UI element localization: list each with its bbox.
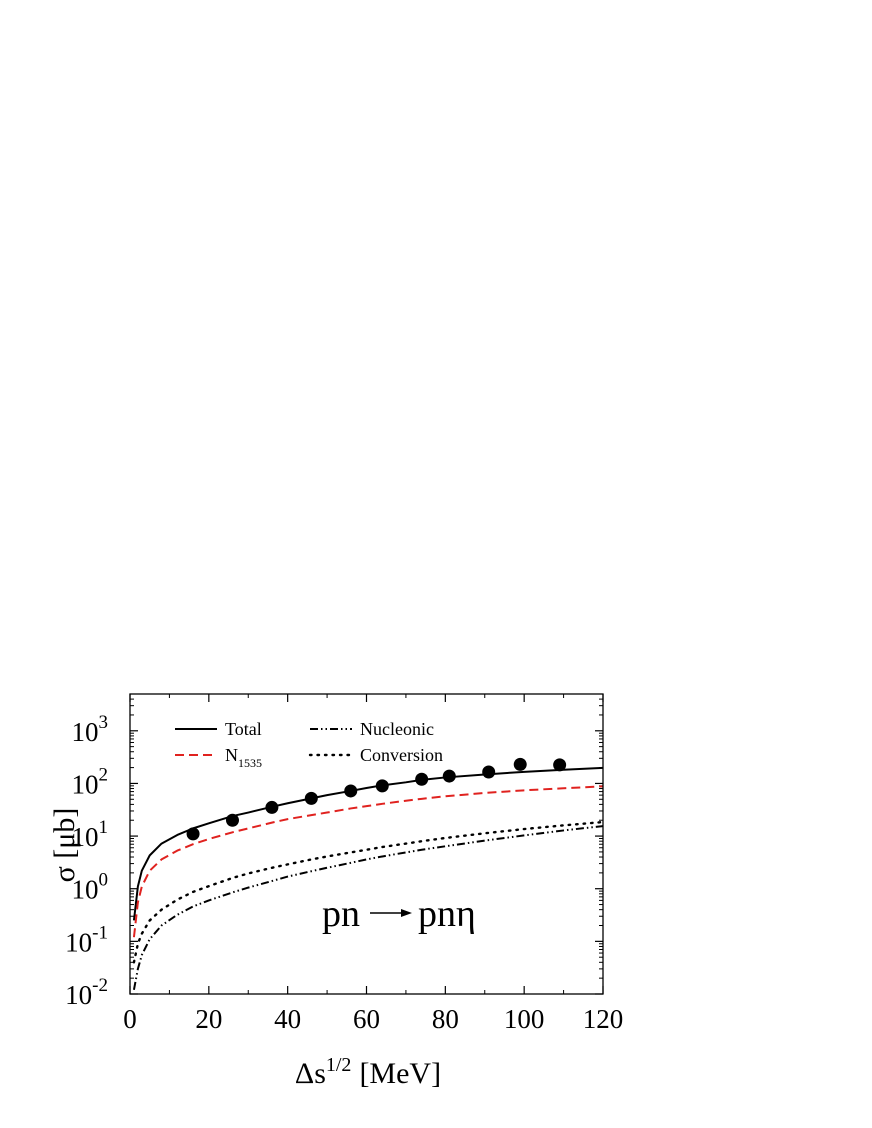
reaction-arrowhead (401, 909, 412, 917)
legend-label-n: N1535 (225, 745, 262, 770)
minor-ticks (130, 693, 603, 994)
x-axis-title-sup: 1/2 (326, 1054, 352, 1076)
x-axis-title: Δs1/2 [MeV] (295, 1054, 441, 1090)
data-point (265, 800, 279, 814)
x-tick-label: 120 (583, 1004, 624, 1034)
data-points (186, 757, 567, 841)
data-point (442, 769, 456, 783)
x-tick-label: 80 (432, 1004, 459, 1034)
y-tick-label: 10-2 (65, 975, 108, 1010)
data-point (553, 758, 567, 772)
x-tick-label: 60 (353, 1004, 380, 1034)
major-ticks (129, 694, 604, 995)
x-tick-label: 0 (123, 1004, 137, 1034)
x-axis-title-main: Δs (295, 1057, 326, 1090)
y-tick-label: 103 (72, 712, 109, 747)
data-point (375, 779, 389, 793)
legend: Total N1535 Nucleonic Conversion (175, 719, 443, 770)
reaction-final: pnη (418, 893, 476, 935)
y-tick-label: 102 (72, 764, 109, 799)
data-point (344, 784, 358, 798)
y-tick-label: 100 (72, 870, 109, 905)
data-point (482, 765, 496, 779)
series-layer (132, 766, 603, 991)
series-line-nucleonic (132, 825, 603, 991)
data-point (415, 772, 429, 786)
legend-label-total: Total (225, 719, 262, 739)
reaction-annotation: pn pnη (322, 893, 476, 935)
x-tick-label: 40 (274, 1004, 301, 1034)
data-point (304, 791, 318, 805)
series-line-n (132, 785, 603, 938)
series-line-conversion (132, 820, 603, 964)
x-tick-labels: 0 20 40 60 80 100 120 (123, 1004, 623, 1034)
y-tick-label: 101 (72, 817, 109, 852)
plot-frame (129, 693, 604, 995)
x-tick-label: 100 (504, 1004, 545, 1034)
x-axis-title-unit: [MeV] (359, 1057, 441, 1090)
data-point (225, 813, 239, 827)
y-tick-labels: 10-2 10-1 100 101 102 103 (65, 712, 108, 1010)
y-tick-label: 10-1 (65, 922, 108, 957)
legend-label-conversion: Conversion (360, 745, 443, 765)
data-point (513, 757, 527, 771)
legend-label-nucleonic: Nucleonic (360, 719, 434, 739)
data-point (186, 827, 200, 841)
reaction-initial: pn (322, 893, 360, 935)
y-axis-title: σ [μb] (48, 808, 81, 883)
x-tick-label: 20 (195, 1004, 222, 1034)
